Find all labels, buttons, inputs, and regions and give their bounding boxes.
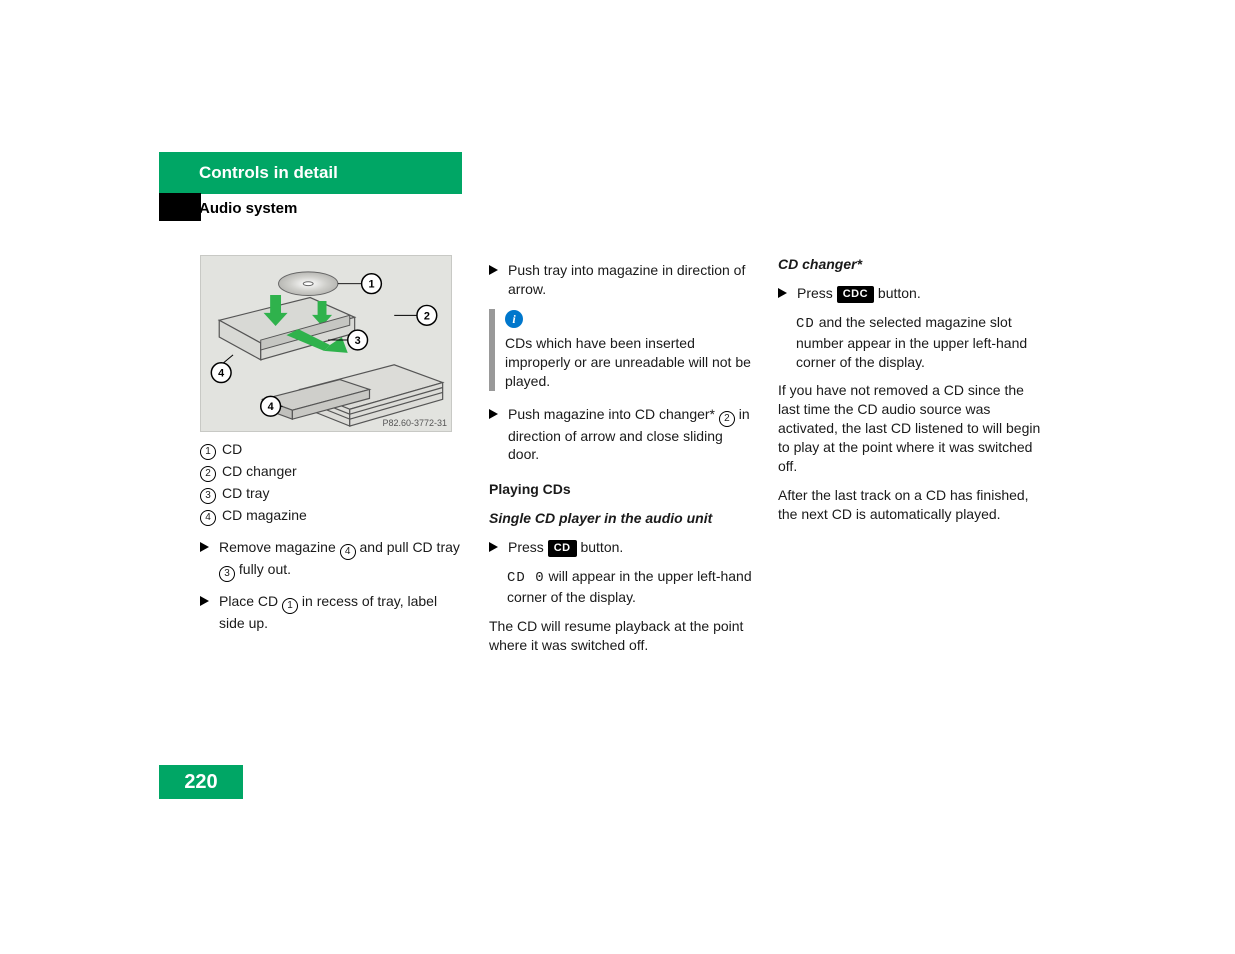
callout-1: 1 <box>368 279 374 291</box>
legend-num: 2 <box>200 466 216 482</box>
instruction: Place CD 1 in recess of tray, label side… <box>200 592 465 633</box>
ref-num: 4 <box>340 544 356 560</box>
instruction-note: CD and the selected magazine slot number… <box>796 313 1043 372</box>
callout-4a: 4 <box>218 368 224 380</box>
section-title: Audio system <box>159 194 462 223</box>
ref-num: 3 <box>219 566 235 582</box>
ref-num: 2 <box>719 411 735 427</box>
chapter-title: Controls in detail <box>159 152 462 194</box>
legend-num: 1 <box>200 444 216 460</box>
triangle-bullet-icon <box>778 288 787 298</box>
subhead-single-cd: Single CD player in the audio unit <box>489 509 754 528</box>
info-text: CDs which have been inserted improperly … <box>505 334 754 391</box>
instruction: Push magazine into CD changer* 2 in dire… <box>489 405 754 465</box>
header-black-notch <box>159 193 201 221</box>
instruction-note: CD 0 will appear in the upper left-hand … <box>507 567 754 607</box>
instruction-text: Press CDC button. <box>797 284 1043 303</box>
legend-num: 3 <box>200 488 216 504</box>
instruction-text: Remove magazine 4 and pull CD tray 3 ful… <box>219 538 465 582</box>
figure-cd-changer: 1 2 3 4 <box>200 255 452 432</box>
legend-label: CD changer <box>222 462 297 481</box>
triangle-bullet-icon <box>200 596 209 606</box>
info-note: i CDs which have been inserted improperl… <box>489 309 754 391</box>
legend-item: 3 CD tray <box>200 484 465 504</box>
triangle-bullet-icon <box>200 542 209 552</box>
callout-4b: 4 <box>268 401 274 413</box>
callout-3: 3 <box>355 335 361 347</box>
instruction: Press CDC button. <box>778 284 1043 303</box>
column-1: 1 2 3 4 <box>200 255 465 665</box>
column-2: Push tray into magazine in direction of … <box>489 255 754 665</box>
figure-svg: 1 2 3 4 <box>201 256 451 431</box>
info-bar <box>489 309 495 391</box>
heading-playing-cds: Playing CDs <box>489 480 754 499</box>
display-text: CD <box>796 316 815 332</box>
instruction: Remove magazine 4 and pull CD tray 3 ful… <box>200 538 465 582</box>
legend-num: 4 <box>200 510 216 526</box>
page-number: 220 <box>159 765 243 799</box>
legend-item: 1 CD <box>200 440 465 460</box>
legend-item: 2 CD changer <box>200 462 465 482</box>
content-columns: 1 2 3 4 <box>200 255 1060 665</box>
triangle-bullet-icon <box>489 542 498 552</box>
paragraph: The CD will resume playback at the point… <box>489 617 754 655</box>
paragraph: If you have not removed a CD since the l… <box>778 381 1043 475</box>
page-header: Controls in detail Audio system <box>159 152 462 223</box>
triangle-bullet-icon <box>489 265 498 275</box>
subhead-cd-changer: CD changer* <box>778 255 1043 274</box>
legend-label: CD tray <box>222 484 269 503</box>
cd-button-label: CD <box>548 540 577 557</box>
triangle-bullet-icon <box>489 409 498 419</box>
display-text: CD 0 <box>507 570 545 586</box>
instruction-text: Press CD button. <box>508 538 754 557</box>
column-3: CD changer* Press CDC button. CD and the… <box>778 255 1043 665</box>
legend-label: CD magazine <box>222 506 307 525</box>
instruction-text: Push magazine into CD changer* 2 in dire… <box>508 405 754 465</box>
cdc-button-label: CDC <box>837 286 874 303</box>
legend-item: 4 CD magazine <box>200 506 465 526</box>
instruction: Push tray into magazine in direction of … <box>489 261 754 299</box>
instruction: Press CD button. <box>489 538 754 557</box>
callout-2: 2 <box>424 310 430 322</box>
figure-id: P82.60-3772-31 <box>382 417 447 429</box>
paragraph: After the last track on a CD has finishe… <box>778 486 1043 524</box>
info-body: i CDs which have been inserted improperl… <box>505 309 754 391</box>
info-icon: i <box>505 310 523 328</box>
ref-num: 1 <box>282 598 298 614</box>
instruction-text: Push tray into magazine in direction of … <box>508 261 754 299</box>
manual-page: Controls in detail Audio system 220 <box>0 0 1235 954</box>
instruction-text: Place CD 1 in recess of tray, label side… <box>219 592 465 633</box>
legend-label: CD <box>222 440 242 459</box>
figure-legend: 1 CD 2 CD changer 3 CD tray 4 CD magazine <box>200 440 465 526</box>
